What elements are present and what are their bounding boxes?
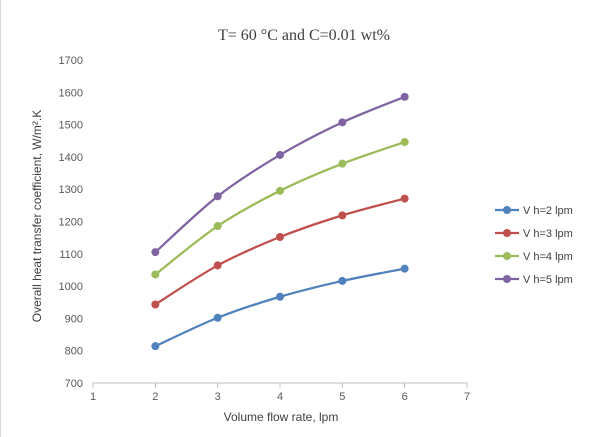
chart-title: T= 60 °C and C=0.01 wt% — [218, 27, 390, 44]
x-tick-label: 2 — [152, 391, 158, 403]
y-tick-label: 1400 — [59, 152, 83, 164]
data-point — [276, 150, 284, 159]
x-tick-label: 6 — [402, 391, 408, 403]
y-tick-label: 1100 — [59, 249, 83, 261]
y-axis-title: Overall heat transfer coefficient, W/m².… — [30, 110, 44, 323]
data-point — [151, 342, 160, 351]
y-tick-label: 1200 — [59, 217, 83, 229]
data-point — [338, 159, 347, 168]
legend-label: V h=3 lpm — [523, 228, 573, 240]
y-tick-label: 700 — [65, 378, 83, 390]
legend-swatch-marker — [503, 275, 511, 283]
data-point — [276, 292, 284, 301]
series-line — [154, 95, 406, 254]
data-point — [151, 270, 160, 279]
data-point — [213, 261, 222, 270]
data-point — [151, 248, 160, 257]
data-point — [400, 92, 409, 101]
legend-label: V h=4 lpm — [523, 251, 573, 263]
series-2 — [151, 194, 409, 309]
y-tick-label: 1000 — [59, 281, 83, 293]
data-point — [400, 138, 409, 147]
data-point — [276, 233, 284, 242]
y-tick-label: 900 — [65, 313, 83, 325]
legend-item: V h=2 lpm — [495, 205, 573, 217]
x-tick-label: 1 — [90, 391, 96, 403]
x-tick-label: 7 — [464, 391, 470, 403]
data-point — [400, 194, 409, 203]
data-point — [213, 313, 222, 322]
y-tick-label: 1500 — [59, 120, 83, 132]
data-point — [276, 186, 284, 195]
legend-swatch-marker — [503, 206, 511, 214]
legend-item: V h=3 lpm — [495, 228, 573, 240]
y-tick-label: 1700 — [59, 55, 83, 67]
y-tick-label: 1600 — [59, 87, 83, 99]
x-axis-title: Volume flow rate, lpm — [224, 410, 339, 424]
series-4 — [151, 92, 409, 257]
y-tick-label: 1300 — [59, 184, 83, 196]
data-point — [213, 222, 222, 231]
x-tick-label: 5 — [339, 391, 345, 403]
legend-swatch-marker — [503, 229, 511, 237]
legend-item: V h=5 lpm — [495, 274, 573, 286]
data-point — [151, 300, 160, 309]
x-tick-label: 3 — [215, 391, 221, 403]
legend: V h=2 lpm V h=3 lpm V h=4 lpm V h=5 lpm — [495, 205, 573, 286]
plot-area: 1 2 3 4 5 6 7 700 800 900 1000 1100 1200 1300 1400 1500… — [59, 55, 471, 403]
legend-label: V h=5 lpm — [523, 274, 573, 286]
data-point — [338, 276, 347, 285]
x-tick-label: 4 — [277, 391, 283, 403]
data-point — [213, 192, 222, 201]
data-point — [338, 118, 347, 127]
legend-label: V h=2 lpm — [523, 205, 573, 217]
series-1 — [151, 264, 409, 351]
y-tick-label: 800 — [65, 346, 83, 358]
data-point — [400, 264, 409, 273]
series-3 — [151, 138, 409, 279]
data-point — [338, 211, 347, 220]
legend-swatch-marker — [503, 252, 511, 260]
legend-item: V h=4 lpm — [495, 251, 573, 263]
series-line — [154, 197, 405, 306]
